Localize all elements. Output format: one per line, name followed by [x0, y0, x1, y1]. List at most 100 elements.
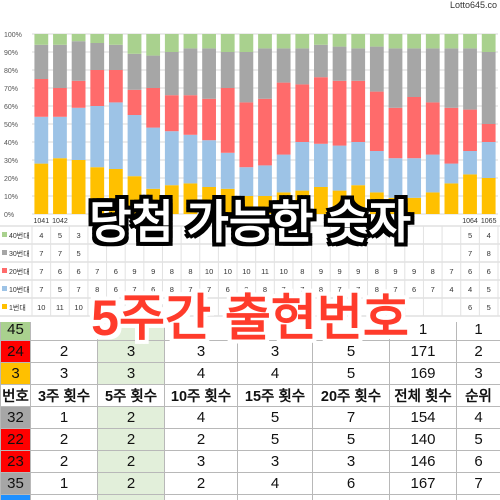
count-cell: 11: [261, 267, 269, 276]
bar-segment: [108, 169, 123, 214]
bar-segment: [164, 34, 179, 52]
y-tick-label: 50%: [4, 122, 18, 129]
count-cell: 7: [431, 285, 435, 294]
stacked-bar-chart-panel: 0% 10% 20% 30% 40% 50% 60% 70% 80% 90% 100% Lotto64…: [0, 0, 500, 317]
bar-segment: [258, 34, 272, 49]
bar-segment: [127, 176, 142, 214]
bar-segment: [146, 34, 161, 56]
count-cell: 3: [77, 231, 81, 240]
bar-segment: [463, 151, 477, 175]
count-cell: 7: [77, 285, 81, 294]
bar-segment: [90, 167, 105, 214]
y-tick-label: 0%: [4, 212, 14, 219]
count-cell: 7: [393, 285, 397, 294]
bar-segment: [164, 52, 179, 96]
bar-segment: [90, 43, 105, 70]
count-cell: 10: [279, 267, 287, 276]
stat-cell: 6: [456, 450, 500, 473]
bar-segment: [164, 95, 179, 132]
stat-cell: 154: [389, 406, 457, 429]
bar-segment: [314, 44, 328, 78]
bar-segment: [369, 46, 384, 92]
legend-label: 30번대: [9, 249, 30, 258]
bar-segment: [314, 187, 328, 214]
count-cell: 9: [412, 267, 416, 276]
bar-segment: [90, 70, 105, 106]
bar-segment: [332, 80, 347, 146]
bar-segment: [463, 34, 477, 49]
stacked-bar-chart: 0% 10% 20% 30% 40% 50% 60% 70% 80% 90% 100% Lotto64…: [0, 0, 500, 317]
bar-segment: [444, 48, 459, 108]
count-cell: 6: [412, 285, 416, 294]
bar-segment: [351, 48, 366, 81]
y-tick-label: 40%: [4, 140, 18, 147]
bar-segment: [314, 34, 328, 45]
bar-segment: [444, 107, 459, 164]
count-cell: 5: [487, 285, 491, 294]
x-tick-label: 1041: [34, 218, 50, 225]
stat-cell: 2: [30, 494, 98, 500]
bar-segment: [276, 192, 291, 214]
bar-segment: [90, 34, 105, 43]
count-cell: 7: [282, 285, 286, 294]
y-tick-label: 20%: [4, 176, 18, 183]
stat-cell: 3: [97, 340, 165, 363]
bar-segment: [127, 53, 142, 90]
y-tick-label: 90%: [4, 50, 18, 57]
count-cell: 7: [468, 249, 472, 258]
stats-column-header: 3주 횟수: [30, 384, 98, 407]
bar-segment: [53, 44, 67, 88]
bar-segment: [258, 196, 272, 214]
number-cell: 23: [0, 450, 31, 473]
bar-segment: [369, 34, 384, 47]
bar-segment: [351, 142, 366, 186]
y-tick-label: 80%: [4, 68, 18, 75]
number-cell: 45: [0, 322, 31, 341]
count-cell: 4: [468, 285, 472, 294]
bar-segment: [444, 34, 459, 49]
stat-cell: 1: [30, 472, 98, 495]
bar-segment: [425, 48, 440, 103]
stats-row-partial: 3 3 3 4 4 5 169 3: [0, 362, 500, 385]
bar-segment: [239, 167, 254, 196]
stat-cell: 3: [97, 362, 165, 385]
stat-cell: 7: [456, 472, 500, 495]
x-tick-label: 1064: [462, 218, 478, 225]
bar-segment: [71, 80, 86, 108]
count-cell: 8: [95, 285, 99, 294]
bar-segment: [369, 192, 384, 214]
bar-segment: [388, 48, 403, 108]
bar-segment: [276, 154, 291, 193]
legend-label: 40번대: [9, 231, 30, 240]
stat-cell: 2: [237, 494, 313, 500]
stat-cell: [97, 322, 165, 341]
bar-segment: [53, 88, 67, 117]
count-cell: 7: [188, 285, 192, 294]
count-cell: 4: [39, 231, 43, 240]
number-cell: 32: [0, 406, 31, 429]
bar-segment: [53, 116, 67, 159]
count-cell: 8: [487, 249, 491, 258]
stat-cell: 146: [389, 450, 457, 473]
bar-segment: [239, 102, 254, 168]
count-cell: 5: [58, 285, 62, 294]
count-cell: 6: [77, 267, 81, 276]
legend-label: 10번대: [9, 285, 30, 294]
frequency-stats-table: 45 1 1 24 2 3 3 3 5 171 2 3 3 3 4 4 5 169 3 번호 3주 횟수 5주 횟수 10주…: [0, 322, 500, 500]
legend-swatch: [2, 304, 7, 309]
count-cell: 6: [468, 303, 472, 312]
count-cell: 7: [449, 267, 453, 276]
stat-cell: 2: [30, 428, 98, 451]
bar-segment: [407, 197, 422, 214]
bar-segment: [481, 124, 496, 142]
bar-segment: [164, 131, 179, 186]
count-cell: 5: [487, 303, 491, 312]
stats-header-row: 번호 3주 횟수 5주 횟수 10주 횟수 15주 횟수 20주 횟수 전체 횟수 순위: [0, 384, 500, 407]
stat-cell: 5: [237, 428, 313, 451]
stats-column-header: 5주 횟수: [97, 384, 165, 407]
stats-column-header: 10주 횟수: [164, 384, 238, 407]
stats-row: 32 1 2 4 5 7 154 4: [0, 406, 500, 429]
y-tick-label: 30%: [4, 158, 18, 165]
stat-cell: 166: [389, 494, 457, 500]
bar-segment: [239, 34, 254, 52]
